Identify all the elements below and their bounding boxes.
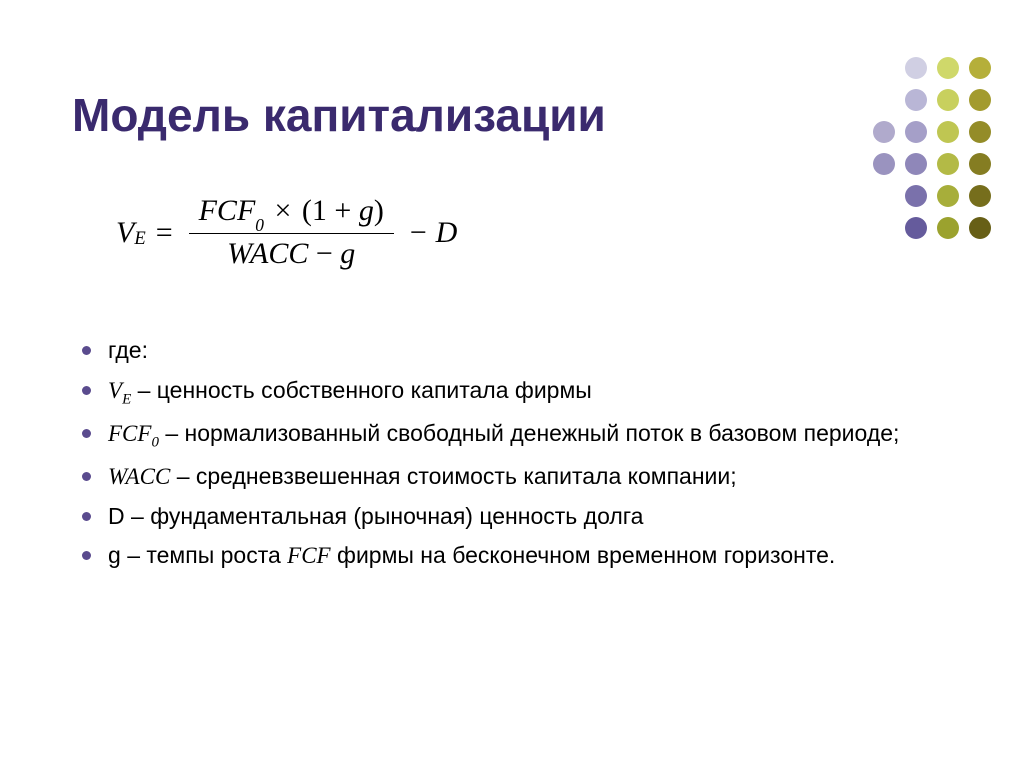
dot-icon xyxy=(969,185,991,207)
def-where: где: xyxy=(108,337,148,363)
dot-icon xyxy=(937,185,959,207)
formula-num-one: 1 xyxy=(312,194,327,227)
dot-icon xyxy=(969,153,991,175)
formula-lhs-var: V xyxy=(116,216,134,250)
def-ve-sub: E xyxy=(122,391,131,407)
formula-lhs-sub: E xyxy=(134,228,145,250)
dot-icon xyxy=(937,121,959,143)
def-fcf-var: FCF xyxy=(108,421,151,446)
dot-icon xyxy=(905,217,927,239)
list-item: FCF0 – нормализованный свободный денежны… xyxy=(78,417,952,454)
dot-icon xyxy=(937,57,959,79)
dot-icon xyxy=(873,153,895,175)
list-item: VE – ценность собственного капитала фирм… xyxy=(78,374,952,411)
formula-num-mult: × xyxy=(274,194,291,227)
def-fcf-text: – нормализованный свободный денежный пот… xyxy=(165,420,899,446)
dot-icon xyxy=(905,121,927,143)
def-fcf-sub: 0 xyxy=(151,435,158,451)
list-item: WACC – средневзвешенная стоимость капита… xyxy=(78,460,952,493)
dot-icon xyxy=(937,217,959,239)
formula-num-fcf: FCF xyxy=(199,194,256,227)
def-g-text-b: фирмы на бесконечном временном горизонте… xyxy=(337,542,835,568)
slide-title: Модель капитализации xyxy=(72,90,952,141)
formula-tail-d: D xyxy=(436,216,458,249)
dot-icon xyxy=(905,89,927,111)
slide: Модель капитализации VE = FCF0 × (1 + g)… xyxy=(0,0,1024,768)
dot-icon xyxy=(969,89,991,111)
formula-tail: − D xyxy=(408,216,457,250)
dot-icon xyxy=(969,121,991,143)
formula: VE = FCF0 × (1 + g) WACC − g − D xyxy=(116,191,952,275)
list-item: g – темпы роста FCF фирмы на бесконечном… xyxy=(78,539,952,572)
def-ve-text: – ценность собственного капитала фирмы xyxy=(138,377,592,403)
dot-icon xyxy=(873,121,895,143)
formula-num-plus: + xyxy=(334,194,351,227)
formula-den-minus: − xyxy=(316,237,333,270)
def-wacc-text: – средневзвешенная стоимость капитала ко… xyxy=(177,463,737,489)
list-item: D – фундаментальная (рыночная) ценность … xyxy=(78,500,952,533)
dot-icon xyxy=(905,153,927,175)
dot-icon xyxy=(969,57,991,79)
dot-icon xyxy=(937,89,959,111)
formula-fraction: FCF0 × (1 + g) WACC − g xyxy=(189,191,394,275)
formula-num-close: ) xyxy=(374,194,384,227)
formula-num-open: ( xyxy=(302,194,312,227)
def-g-var: g xyxy=(108,542,121,568)
def-g-text-a: – темпы роста xyxy=(127,542,287,568)
formula-den-wacc: WACC xyxy=(227,237,308,270)
formula-denominator: WACC − g xyxy=(189,234,394,274)
decorative-dots xyxy=(870,54,994,242)
formula-num-fcf-sub: 0 xyxy=(255,215,264,235)
dot-icon xyxy=(937,153,959,175)
def-d-text: – фундаментальная (рыночная) ценность до… xyxy=(131,503,643,529)
list-item: где: xyxy=(78,334,952,367)
def-ve-var: V xyxy=(108,378,122,403)
dot-icon xyxy=(905,57,927,79)
dot-icon xyxy=(905,185,927,207)
formula-num-g: g xyxy=(359,194,374,227)
def-d-var: D xyxy=(108,503,125,529)
formula-den-g: g xyxy=(340,237,355,270)
formula-equals: = xyxy=(156,216,173,250)
def-g-fcf: FCF xyxy=(287,543,330,568)
definitions-list: где: VE – ценность собственного капитала… xyxy=(78,334,952,572)
dot-icon xyxy=(969,217,991,239)
def-wacc-var: WACC xyxy=(108,464,170,489)
formula-tail-minus: − xyxy=(408,216,428,249)
formula-numerator: FCF0 × (1 + g) xyxy=(189,191,394,235)
